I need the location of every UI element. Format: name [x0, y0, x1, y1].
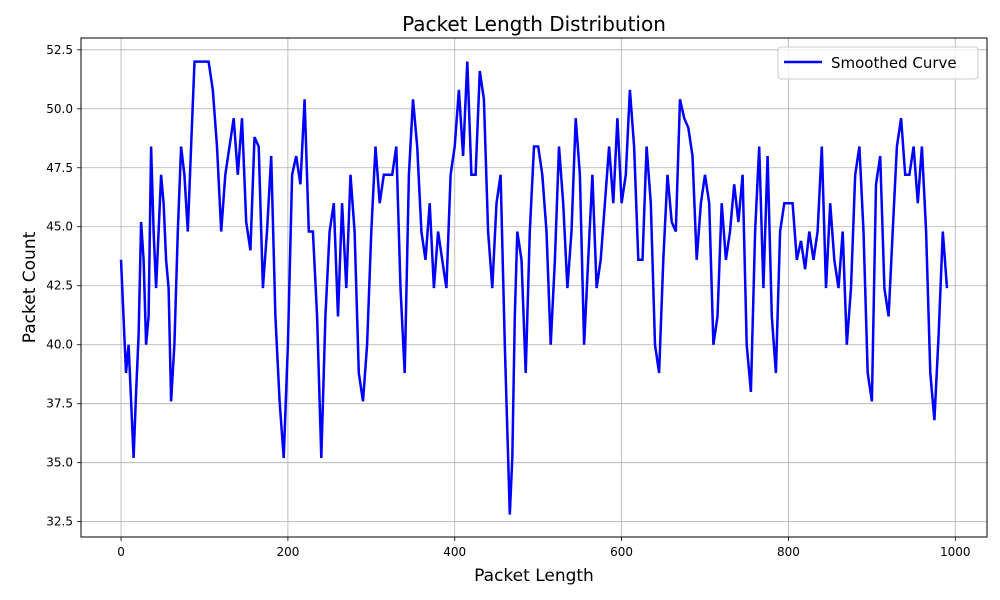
x-tick-label: 1000	[940, 545, 971, 559]
legend-label: Smoothed Curve	[831, 54, 957, 72]
x-tick-label: 200	[276, 545, 299, 559]
x-tick-label: 800	[777, 545, 800, 559]
y-tick-label: 52.5	[46, 43, 73, 57]
grid	[81, 38, 987, 537]
y-tick-label: 45.0	[46, 220, 73, 234]
legend: Smoothed Curve	[777, 46, 979, 80]
y-tick-label: 42.5	[46, 279, 73, 293]
series-layer	[119, 60, 949, 515]
y-tick-label: 50.0	[46, 102, 73, 116]
chart-title: Packet Length Distribution	[402, 12, 666, 36]
x-tick-label: 0	[117, 545, 125, 559]
y-tick-label: 37.5	[46, 397, 73, 411]
x-tick-label: 600	[610, 545, 633, 559]
ticks: 0 200 400 600 800 1000 32.5 35.0 37.5 40.0 42.5 45.…	[46, 43, 970, 559]
y-tick-label: 47.5	[46, 161, 73, 175]
y-tick-label: 40.0	[46, 338, 73, 352]
plot-area-frame	[80, 37, 988, 538]
series-line	[119, 60, 949, 515]
y-axis-title: Packet Count	[20, 231, 40, 343]
legend-box	[777, 46, 979, 80]
y-tick-label: 32.5	[46, 515, 73, 529]
x-tick-label: 400	[443, 545, 466, 559]
x-axis-title: Packet Length	[474, 566, 594, 586]
y-tick-label: 35.0	[46, 456, 73, 470]
